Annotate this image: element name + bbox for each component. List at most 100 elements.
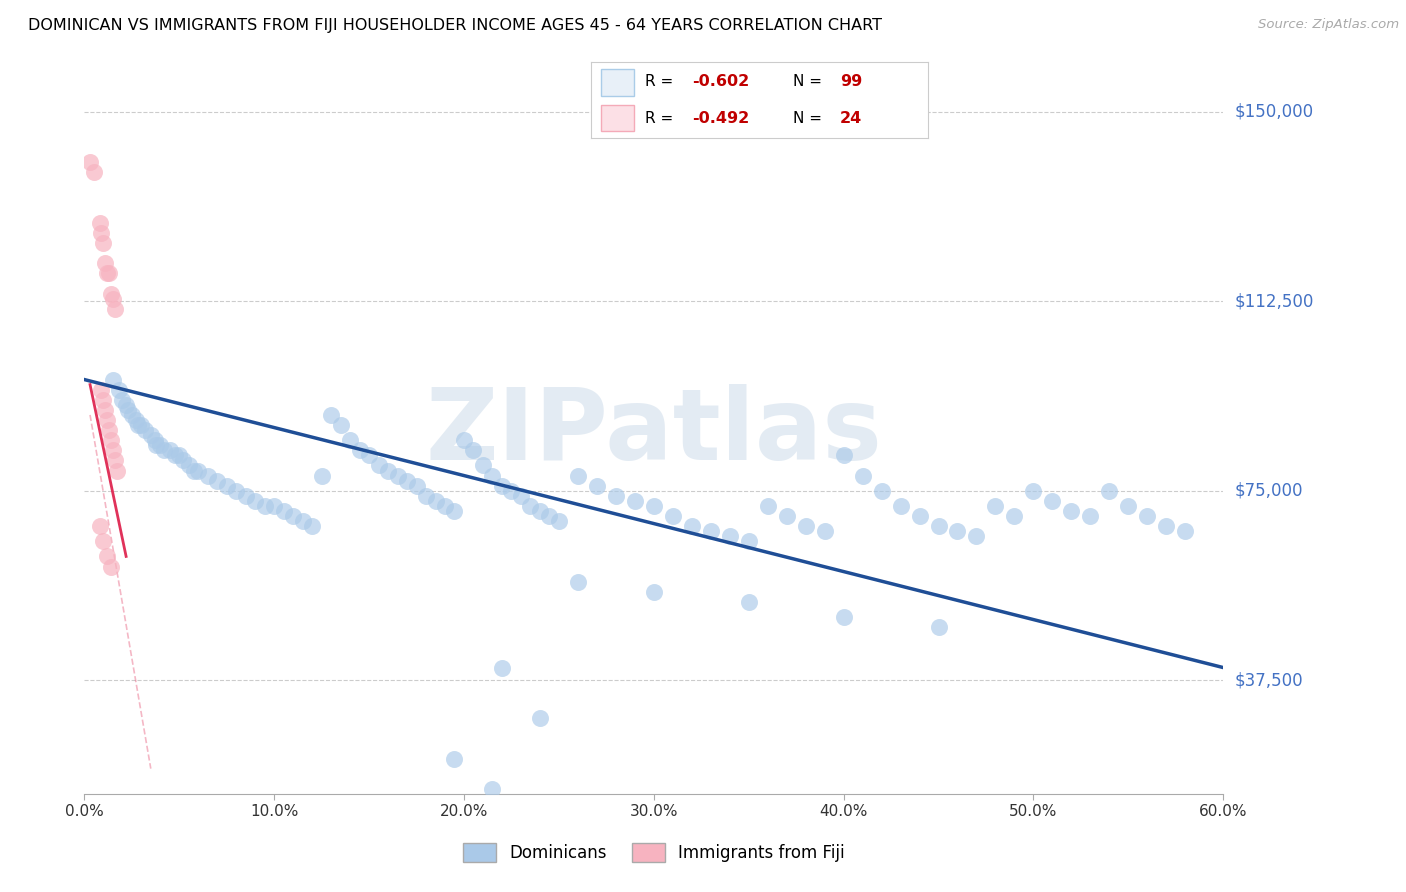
- Point: [700, 524, 723, 538]
- Point: [738, 534, 761, 549]
- Point: [94, 256, 117, 270]
- Point: [387, 468, 409, 483]
- Point: [1060, 504, 1083, 518]
- Point: [908, 508, 931, 523]
- Text: R =: R =: [644, 111, 678, 126]
- Point: [79, 155, 101, 169]
- Point: [159, 443, 181, 458]
- Point: [814, 524, 837, 538]
- Point: [1098, 483, 1121, 498]
- Point: [510, 489, 533, 503]
- Point: [349, 443, 371, 458]
- Point: [946, 524, 969, 538]
- Text: 24: 24: [841, 111, 862, 126]
- Point: [890, 499, 912, 513]
- Point: [104, 301, 127, 316]
- Point: [1136, 508, 1159, 523]
- Point: [928, 620, 950, 634]
- Point: [98, 423, 121, 437]
- Text: Source: ZipAtlas.com: Source: ZipAtlas.com: [1258, 18, 1399, 31]
- Point: [1174, 524, 1197, 538]
- Point: [443, 504, 465, 518]
- Point: [718, 529, 741, 543]
- Point: [169, 448, 191, 462]
- Point: [481, 468, 503, 483]
- Point: [491, 660, 513, 674]
- Point: [96, 549, 118, 564]
- Point: [481, 781, 503, 796]
- Point: [93, 534, 115, 549]
- Point: [852, 468, 875, 483]
- Point: [96, 267, 118, 281]
- Point: [225, 483, 247, 498]
- Point: [183, 463, 205, 477]
- Point: [567, 468, 589, 483]
- Point: [89, 216, 111, 230]
- Point: [1156, 519, 1178, 533]
- Point: [501, 483, 523, 498]
- Point: [794, 519, 817, 533]
- Point: [396, 474, 419, 488]
- Point: [263, 499, 285, 513]
- Point: [283, 508, 305, 523]
- Text: ZIPatlas: ZIPatlas: [426, 384, 882, 481]
- Point: [96, 413, 118, 427]
- Point: [586, 478, 609, 492]
- Point: [197, 468, 219, 483]
- Point: [425, 493, 447, 508]
- Point: [966, 529, 988, 543]
- Point: [339, 433, 361, 447]
- Point: [90, 383, 112, 397]
- Point: [1080, 508, 1102, 523]
- Point: [101, 373, 124, 387]
- Text: $112,500: $112,500: [1234, 293, 1313, 310]
- Point: [756, 499, 779, 513]
- Point: [1004, 508, 1026, 523]
- Point: [1042, 493, 1064, 508]
- Point: [529, 504, 551, 518]
- Point: [100, 433, 122, 447]
- Point: [1022, 483, 1045, 498]
- Point: [104, 453, 127, 467]
- Point: [89, 519, 111, 533]
- Point: [165, 448, 187, 462]
- Text: $37,500: $37,500: [1234, 671, 1303, 690]
- Point: [98, 267, 121, 281]
- Point: [93, 392, 115, 407]
- Point: [1118, 499, 1140, 513]
- Point: [83, 165, 105, 179]
- Point: [359, 448, 381, 462]
- Point: [605, 489, 627, 503]
- Point: [567, 574, 589, 589]
- Text: N =: N =: [793, 74, 827, 89]
- Point: [143, 433, 166, 447]
- Point: [321, 408, 343, 422]
- Point: [121, 408, 143, 422]
- Point: [643, 584, 665, 599]
- Point: [105, 463, 128, 477]
- Point: [117, 403, 139, 417]
- Point: [870, 483, 893, 498]
- Point: [434, 499, 457, 513]
- Point: [624, 493, 647, 508]
- Text: $150,000: $150,000: [1234, 103, 1313, 120]
- Point: [101, 443, 124, 458]
- Point: [329, 418, 352, 433]
- Point: [111, 392, 134, 407]
- Point: [100, 286, 122, 301]
- Text: N =: N =: [793, 111, 827, 126]
- Point: [463, 443, 485, 458]
- Point: [681, 519, 703, 533]
- Point: [100, 559, 122, 574]
- Point: [172, 453, 194, 467]
- FancyBboxPatch shape: [600, 105, 634, 131]
- Point: [107, 383, 129, 397]
- Point: [207, 474, 229, 488]
- Point: [127, 418, 149, 433]
- Point: [367, 458, 389, 473]
- Point: [453, 433, 475, 447]
- Point: [301, 519, 323, 533]
- Point: [253, 499, 276, 513]
- Point: [832, 448, 855, 462]
- Point: [129, 418, 153, 433]
